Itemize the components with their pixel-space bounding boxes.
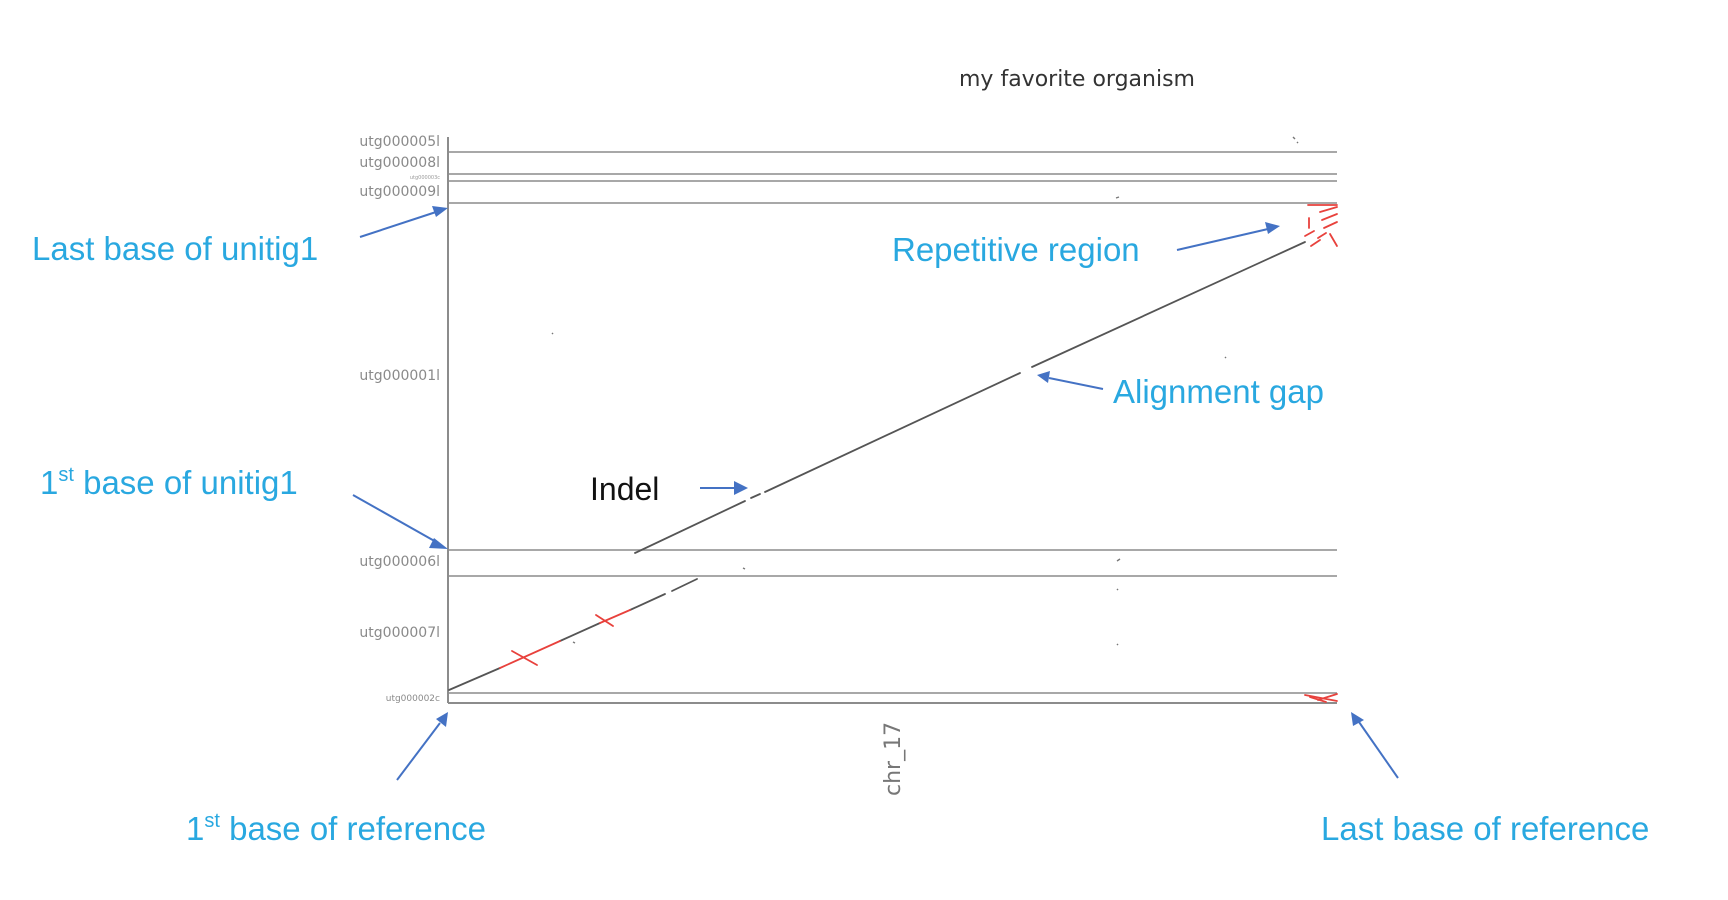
contig-label-utg000009l: utg000009l [359,184,440,200]
label-last-base-unitig1: Last base of unitig1 [32,230,318,267]
alignment-segment [634,500,746,554]
arrow-first-base-reference [396,712,448,781]
alignment-dot [1116,558,1121,562]
contig-separators [448,151,1337,694]
alignment-segment [750,493,761,499]
label-first-base-unitig1: 1st base of unitig1 [40,464,298,501]
alignment-segment [1031,241,1306,368]
reverse-hit [1323,221,1338,229]
alignment-segment [764,372,1021,493]
label-first-base-reference-rest: base of reference [220,810,486,847]
x-axis-label: chr_17 [881,722,906,796]
label-first-base-reference-num: 1 [186,810,204,847]
alignment-dot [1116,588,1119,591]
reverse-hit [1309,696,1327,703]
alignments [448,136,1338,703]
contig-label-utg000005l: utg000005l [359,134,440,150]
contig-label-utg000007l: utg000007l [359,625,440,641]
reverse-hit [1310,239,1321,247]
scattered-hits [551,136,1299,646]
label-indel: Indel [590,471,659,507]
label-first-base-unitig1-num: 1 [40,464,58,501]
arrow-first-base-unitig1 [352,494,448,549]
reverse-hit [511,650,538,666]
reverse-hit [499,640,561,669]
reverse-hit [1329,233,1338,247]
alignment-dot [1292,136,1296,140]
arrow-indel [700,481,748,495]
annotation-arrows [352,206,1399,781]
contig-label-utg000001l: utg000001l [359,368,440,384]
forward-alignment [448,241,1306,691]
label-first-base-unitig1-rest: base of unitig1 [74,464,298,501]
alignment-segment [671,578,698,592]
contig-label-utg000003c: utg000003c [410,175,440,181]
label-first-base-reference: 1st base of reference [186,810,486,847]
reverse-hit [1317,232,1327,239]
alignment-dot [742,567,746,570]
reverse-hit [1317,693,1338,701]
label-first-base-unitig1-sup: st [58,464,74,486]
alignment-segment [559,622,601,642]
label-last-base-reference: Last base of reference [1321,810,1649,847]
arrow-repetitive-region [1176,222,1280,251]
arrow-alignment-gap [1037,371,1104,390]
alignment-dot [1115,196,1120,199]
reverse-hit [1304,694,1338,702]
annotation-labels: Last base of unitig1 1st base of unitig1… [32,230,1649,847]
contig-labels: utg000005l utg000008l utg000003c utg0000… [359,134,440,704]
contig-label-utg000008l: utg000008l [359,155,440,171]
alignment-segment [448,667,501,691]
reverse-hit [1321,213,1338,221]
alignment-dot [551,332,554,335]
contig-label-utg000002c: utg000002c [386,694,440,704]
label-first-base-reference-sup: st [204,810,220,832]
alignment-segment [629,593,666,611]
arrow-last-base-unitig1 [359,206,448,238]
alignment-dot [1296,141,1299,144]
contig-label-utg000006l: utg000006l [359,554,440,570]
alignment-dot [572,641,576,644]
label-repetitive-region: Repetitive region [892,231,1140,268]
reverse-hit [1304,230,1315,237]
reverse-hit [1319,206,1338,213]
reverse-alignment [499,204,1338,703]
label-alignment-gap: Alignment gap [1113,373,1324,410]
reverse-hit [595,614,614,627]
plot-title: my favorite organism [959,67,1195,92]
arrow-last-base-reference [1351,712,1399,779]
alignment-dot [1224,356,1227,359]
plot-frame [447,137,1337,704]
alignment-dot [1116,643,1119,646]
